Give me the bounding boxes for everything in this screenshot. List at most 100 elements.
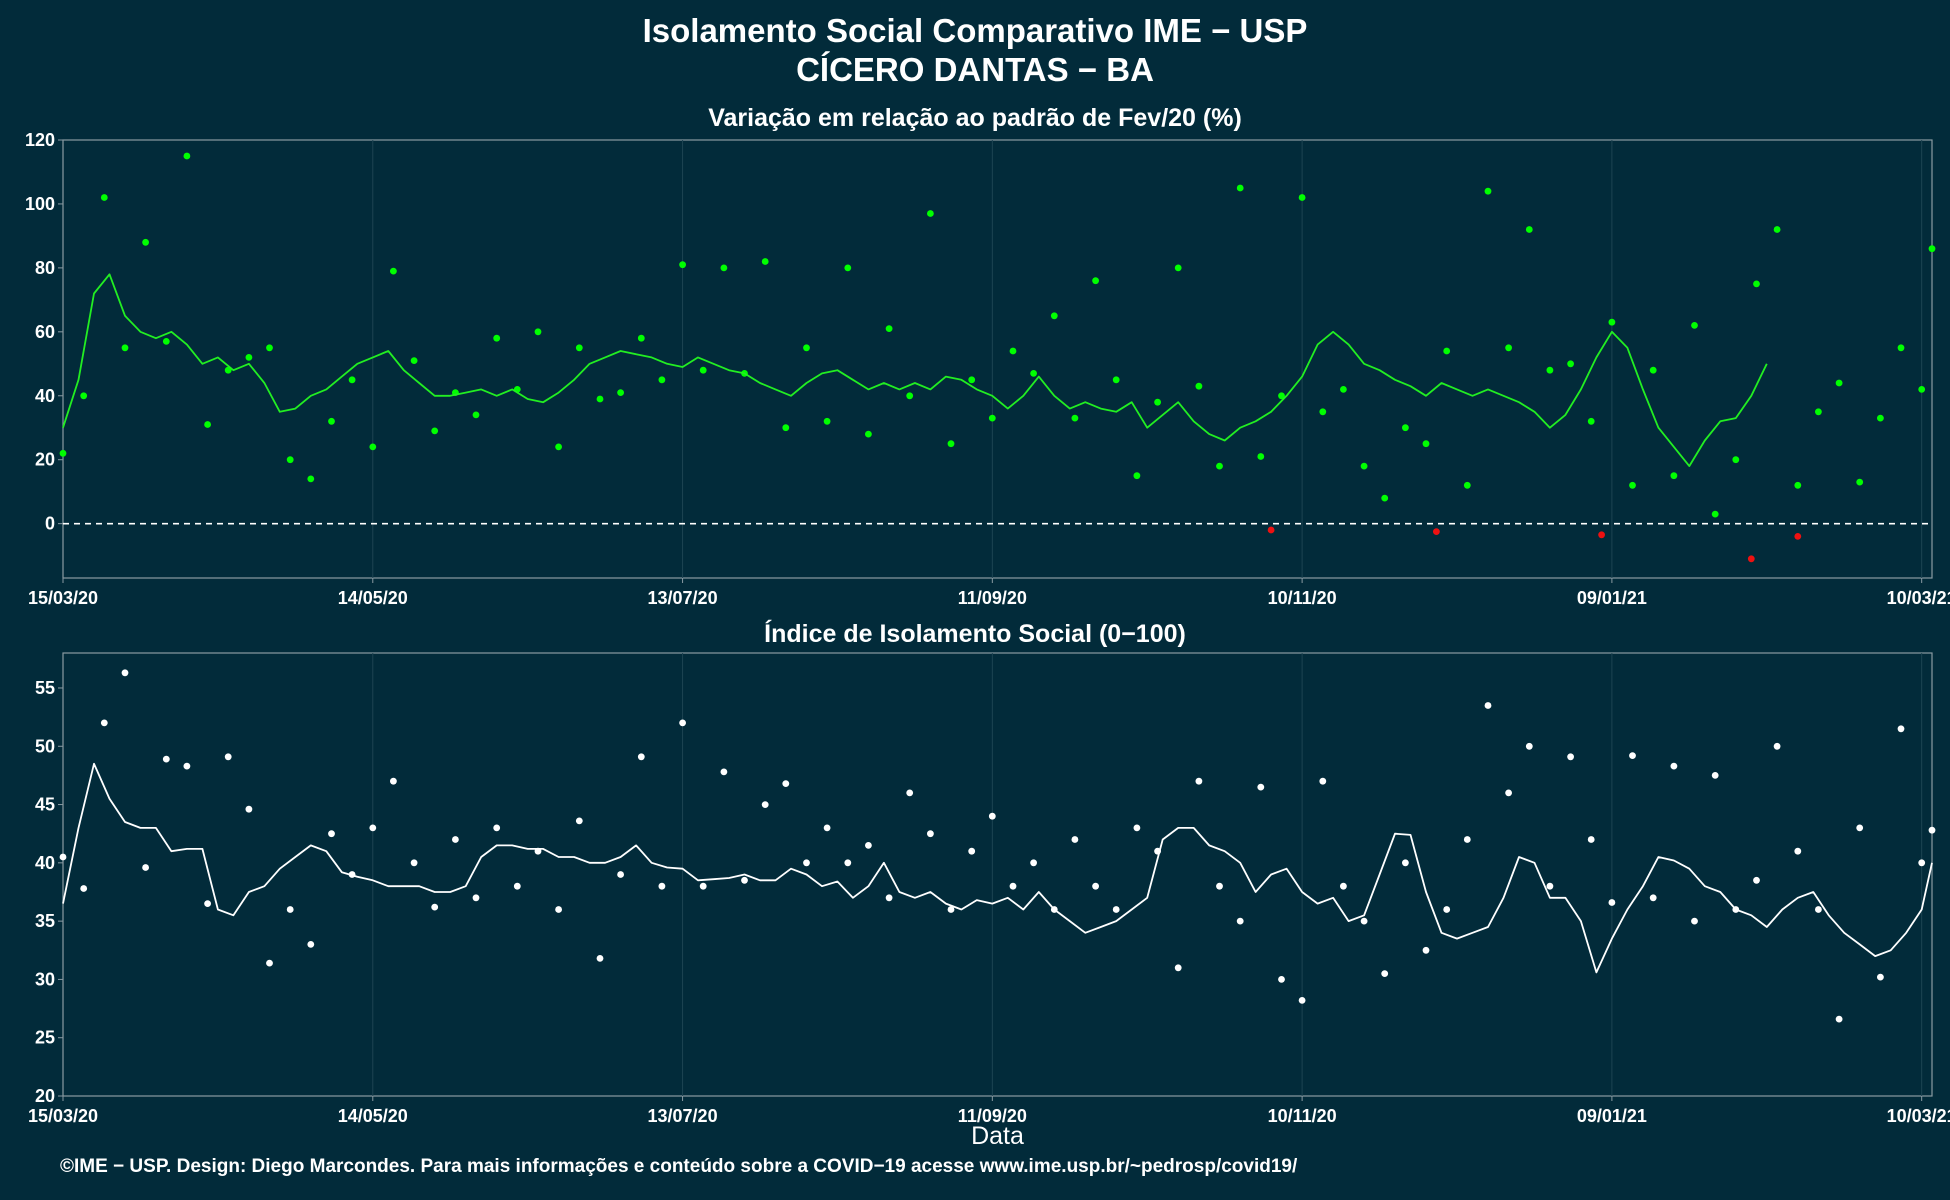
variation-data-point <box>1505 344 1512 352</box>
variation-y-tick-label: 80 <box>35 258 55 278</box>
variation-data-point <box>1670 472 1678 480</box>
index-data-point <box>1112 906 1120 913</box>
variation-data-point <box>100 194 108 201</box>
index-data-point <box>1567 753 1574 761</box>
variation-data-point <box>658 376 666 384</box>
index-data-point <box>658 882 666 890</box>
index-y-tick-label: 20 <box>35 1086 55 1106</box>
variation-data-point <box>1278 392 1285 400</box>
index-data-point <box>1835 1015 1843 1023</box>
variation-data-point <box>224 366 232 374</box>
index-data-point <box>452 836 459 843</box>
index-data-point <box>823 824 831 832</box>
variation-data-point <box>1567 360 1574 368</box>
index-panel-frame <box>62 652 1933 1097</box>
index-data-point <box>1422 946 1430 954</box>
variation-data-point <box>885 325 893 332</box>
variation-y-tick-label: 0 <box>45 514 55 534</box>
index-data-point <box>1381 970 1389 977</box>
variation-data-point <box>1319 408 1327 416</box>
index-y-tick-label: 30 <box>35 969 55 989</box>
variation-x-tick-label: 10/11/20 <box>1268 588 1337 608</box>
variation-negative-point <box>1267 526 1275 534</box>
index-data-point <box>390 777 397 785</box>
index-data-point <box>1030 859 1037 867</box>
index-y-tick-label: 25 <box>35 1028 55 1048</box>
variation-data-point <box>1546 366 1554 374</box>
variation-data-point <box>1856 478 1864 486</box>
variation-data-point <box>534 328 542 336</box>
variation-data-point <box>1092 277 1099 285</box>
variation-data-point <box>80 392 88 400</box>
index-data-point <box>1236 917 1244 925</box>
variation-data-point <box>1422 440 1430 448</box>
variation-data-point <box>266 344 273 352</box>
index-data-point <box>1319 777 1327 785</box>
variation-data-point <box>1732 456 1740 464</box>
variation-data-point <box>410 357 418 364</box>
index-data-point <box>885 894 893 902</box>
variation-data-point <box>431 427 439 435</box>
index-x-tick-label: 09/01/21 <box>1577 1106 1647 1126</box>
index-data-point <box>699 882 707 890</box>
footer-credits: ©IME − USP. Design: Diego Marcondes. Par… <box>60 1156 1298 1177</box>
index-data-point <box>183 762 191 770</box>
variation-data-point <box>1649 366 1657 374</box>
index-data-point <box>1525 742 1533 750</box>
index-moving-average-line <box>62 762 1933 974</box>
index-data-point <box>369 824 377 832</box>
index-data-point <box>1484 702 1492 709</box>
index-data-point <box>493 824 501 832</box>
index-y-tick-label: 40 <box>35 853 55 873</box>
index-data-point <box>1670 762 1678 770</box>
variation-data-point <box>1402 424 1409 432</box>
index-data-point <box>1133 824 1141 832</box>
index-data-point <box>803 859 810 867</box>
variation-data-point <box>1360 462 1368 470</box>
index-x-tick-label: 10/11/20 <box>1268 1106 1337 1126</box>
variation-data-point <box>369 443 377 451</box>
variation-data-point <box>679 261 686 269</box>
index-data-point <box>844 859 852 867</box>
variation-data-point <box>1525 226 1533 233</box>
variation-y-tick-label: 40 <box>35 386 55 406</box>
index-data-point <box>1856 824 1864 832</box>
variation-data-point <box>823 417 831 425</box>
variation-data-point <box>1877 414 1884 422</box>
variation-x-tick-label: 11/09/20 <box>958 588 1027 608</box>
variation-data-point <box>761 258 769 265</box>
variation-negative-point <box>1747 555 1755 563</box>
index-data-point <box>1773 742 1781 750</box>
index-data-point <box>1629 752 1636 759</box>
variation-data-point <box>1629 481 1636 489</box>
index-data-point <box>162 755 170 763</box>
index-y-tick-label: 50 <box>35 736 55 756</box>
variation-data-point <box>142 238 150 246</box>
variation-data-point <box>59 449 67 457</box>
variation-data-point <box>1133 472 1141 480</box>
variation-data-point <box>988 414 996 422</box>
variation-data-point <box>307 475 315 483</box>
variation-data-point <box>927 210 934 217</box>
index-data-point <box>617 871 624 878</box>
variation-negative-point <box>1794 533 1802 540</box>
index-y-tick-label: 45 <box>35 795 55 815</box>
index-data-point <box>947 906 955 913</box>
variation-data-point <box>1050 312 1058 320</box>
variation-data-point <box>575 344 583 352</box>
variation-data-point <box>1928 245 1936 253</box>
variation-data-point <box>555 443 562 451</box>
index-data-point <box>1877 973 1884 981</box>
index-data-point <box>472 894 480 902</box>
index-data-point <box>307 941 315 948</box>
variation-negative-point <box>1433 528 1440 535</box>
x-axis-title: Data <box>971 1122 1024 1150</box>
variation-data-point <box>968 376 976 384</box>
index-data-point <box>1918 859 1926 867</box>
variation-data-point <box>1257 453 1265 460</box>
variation-data-point <box>865 430 872 438</box>
index-data-point <box>1815 906 1822 913</box>
variation-data-point <box>1216 462 1223 470</box>
variation-x-tick-label: 14/05/20 <box>338 588 408 608</box>
